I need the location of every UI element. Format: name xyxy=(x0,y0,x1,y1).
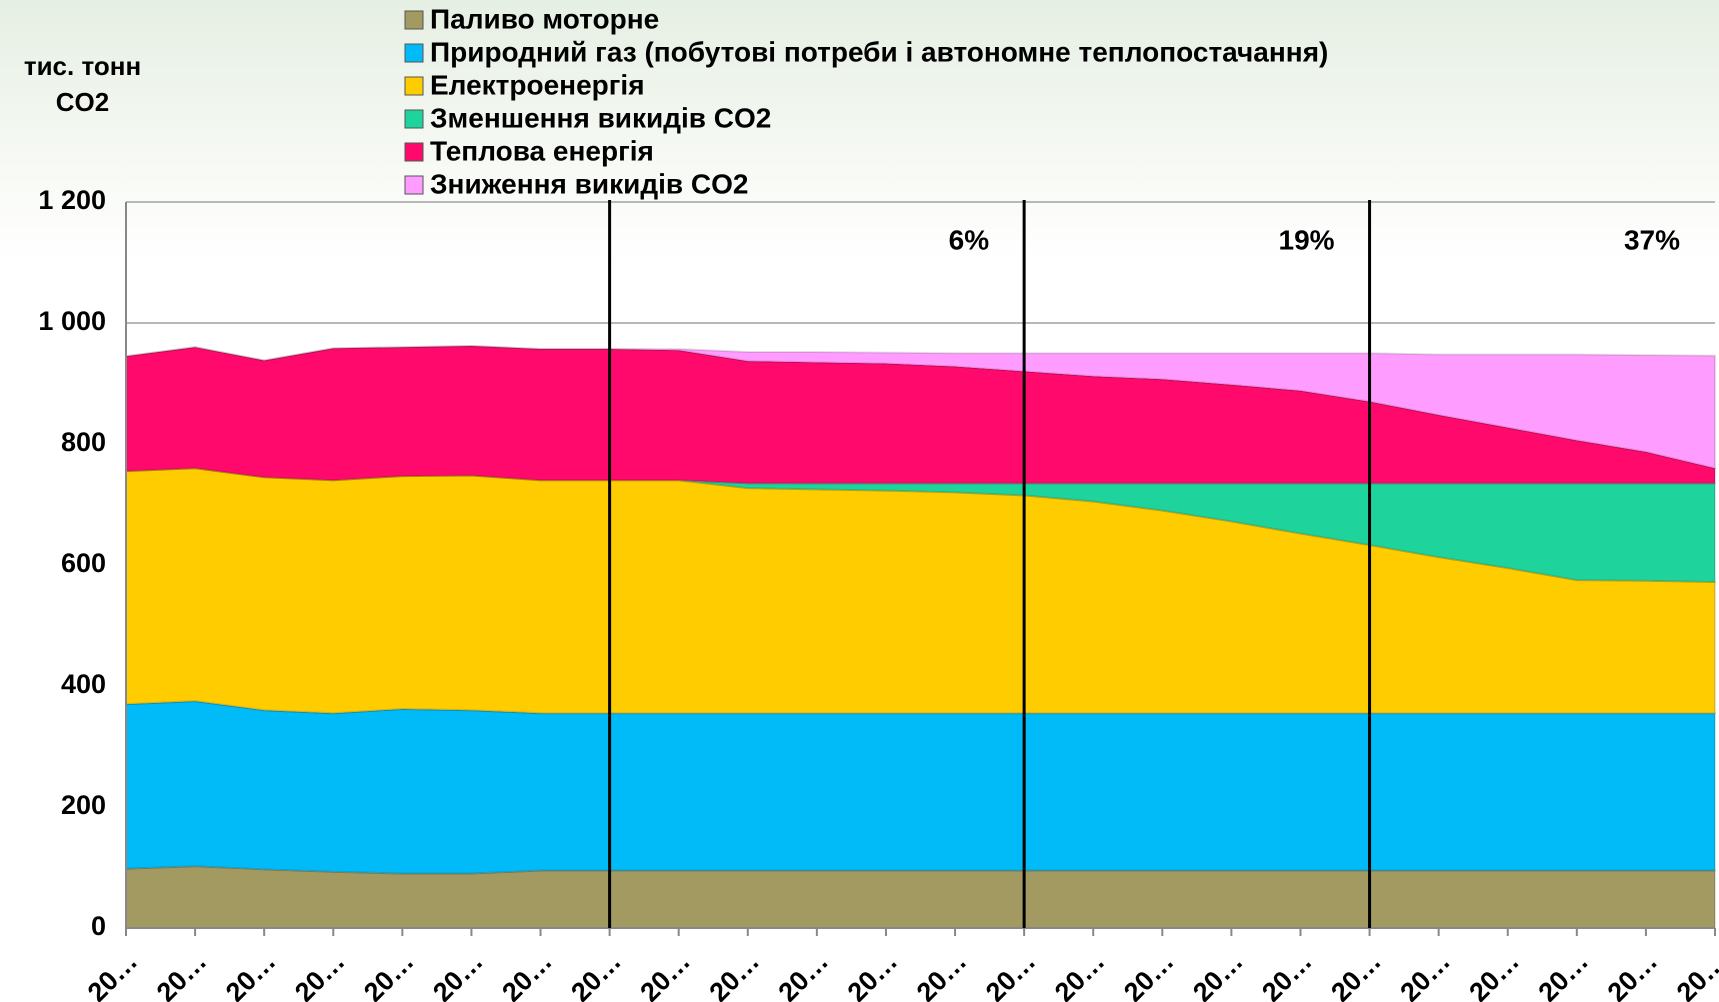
y-tick-label: 1 200 xyxy=(38,185,106,215)
area xyxy=(125,700,1716,875)
x-tick-label: 20… xyxy=(1463,946,1525,1002)
legend-swatch xyxy=(404,43,424,63)
y-tick-label: 400 xyxy=(61,669,106,699)
x-tick-label: 20… xyxy=(82,946,144,1002)
x-tick-label: 20… xyxy=(980,946,1042,1002)
x-tick-label: 20… xyxy=(634,946,696,1002)
legend-label: Електроенергія xyxy=(430,69,645,100)
area xyxy=(125,865,1716,929)
legend-label: Теплова енергія xyxy=(430,135,654,166)
annotation: 37% xyxy=(1624,224,1680,255)
x-tick-label: 20… xyxy=(1187,946,1249,1002)
legend-swatch xyxy=(404,175,424,195)
y-tick-label: 200 xyxy=(61,790,106,820)
x-tick-label: 20… xyxy=(496,946,558,1002)
x-tick-label: 20… xyxy=(842,946,904,1002)
x-tick-label: 20… xyxy=(1118,946,1180,1002)
x-tick-label: 20… xyxy=(151,946,213,1002)
legend-swatch xyxy=(404,76,424,96)
x-tick-label: 20… xyxy=(427,946,489,1002)
x-tick-label: 20… xyxy=(1049,946,1111,1002)
x-tick-label: 20… xyxy=(704,946,766,1002)
x-tick-label: 20… xyxy=(911,946,973,1002)
legend-label: Паливо моторне xyxy=(430,3,659,34)
x-tick-label: 20… xyxy=(289,946,351,1002)
y-axis-label: тис. тонн CO2 xyxy=(23,51,142,117)
legend-label: Зменшення викидів CO2 xyxy=(430,102,771,133)
area xyxy=(125,344,1716,470)
x-tick-label: 20… xyxy=(773,946,835,1002)
legend-label: Зниження викидів CO2 xyxy=(430,168,748,199)
x-tick-label: 20… xyxy=(1671,946,1719,1002)
y-tick-label: 600 xyxy=(61,548,106,578)
annotation: 19% xyxy=(1279,224,1335,255)
y-tick-label: 800 xyxy=(61,427,106,457)
legend-swatch xyxy=(404,109,424,129)
x-tick-label: 20… xyxy=(1325,946,1387,1002)
x-tick-label: 20… xyxy=(565,946,627,1002)
x-tick-label: 20… xyxy=(358,946,420,1002)
y-tick-label: 0 xyxy=(91,911,106,941)
legend-swatch xyxy=(404,142,424,162)
legend-label: Природний газ (побутові потреби і автоно… xyxy=(430,36,1328,67)
x-tick-label: 20… xyxy=(1394,946,1456,1002)
x-tick-label: 20… xyxy=(1602,946,1664,1002)
x-tick-label: 20… xyxy=(1256,946,1318,1002)
x-tick-label: 20… xyxy=(1533,946,1595,1002)
annotation: 6% xyxy=(949,224,990,255)
x-tick-label: 20… xyxy=(220,946,282,1002)
y-tick-label: 1 000 xyxy=(38,306,106,336)
legend-swatch xyxy=(404,10,424,30)
